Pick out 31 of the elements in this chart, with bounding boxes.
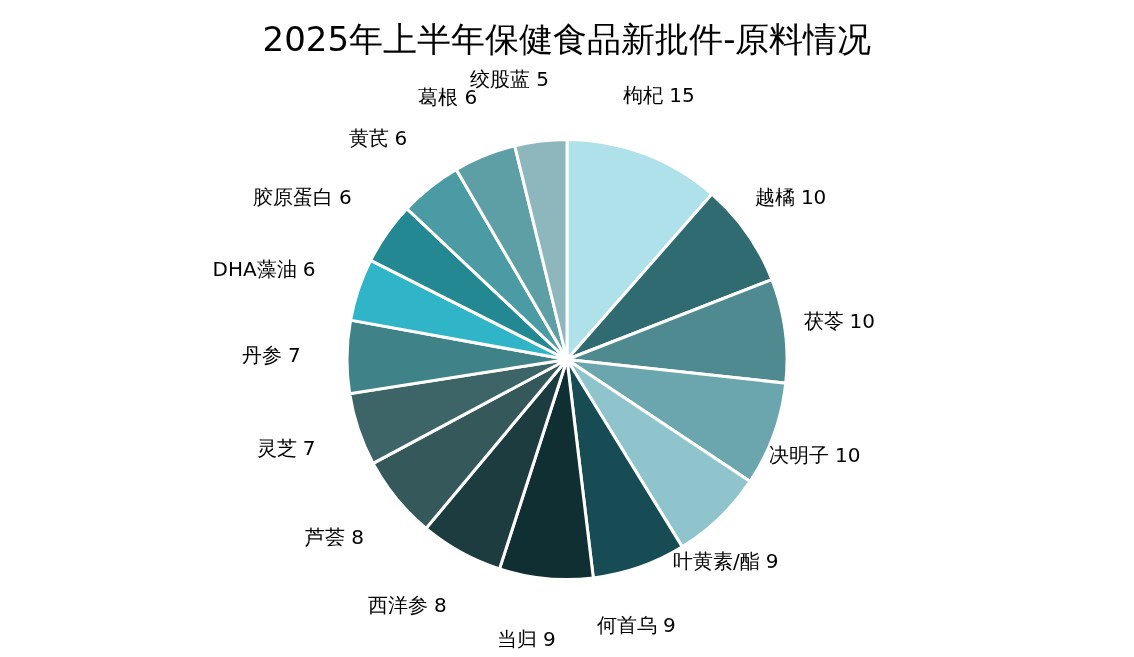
- data-label: 6: [339, 184, 352, 209]
- slice-label: 葛根: [418, 85, 459, 110]
- data-label: 8: [351, 524, 365, 549]
- slice-label: 叶黄素/酯: [673, 549, 760, 574]
- data-label: 10: [800, 184, 827, 209]
- data-label: 8: [433, 593, 447, 618]
- slice-label: 何首乌: [596, 612, 657, 637]
- slice-label: 丹参: [242, 343, 283, 368]
- slice-label: 决明子: [769, 442, 830, 467]
- data-label: 6: [394, 125, 408, 150]
- data-label: 7: [302, 436, 316, 461]
- slice-label: 西洋参: [367, 593, 428, 618]
- slice-label: 黄芪: [348, 125, 389, 150]
- data-label: 15: [669, 82, 695, 107]
- slice-label: 枸杞: [623, 82, 664, 107]
- slice-label: DHA藻油: [212, 256, 297, 281]
- data-label: 5: [536, 66, 549, 91]
- slice-label: 芦荟: [305, 524, 346, 549]
- slice-label: 胶原蛋白: [253, 184, 334, 209]
- slice-label: 当归: [496, 627, 537, 652]
- data-label: 9: [542, 627, 556, 652]
- chart-title: 2025年上半年保健食品新批件-原料情况: [262, 19, 872, 59]
- data-label: 9: [662, 612, 676, 637]
- data-label: 6: [302, 256, 316, 281]
- slice-label: 灵芝: [256, 436, 297, 461]
- data-label: 10: [849, 309, 875, 334]
- data-label: 9: [765, 549, 779, 574]
- data-label: 10: [835, 442, 861, 467]
- slice-label: 越橘: [754, 184, 795, 209]
- data-label: 7: [288, 343, 301, 368]
- slice-label: 茯苓: [803, 309, 844, 334]
